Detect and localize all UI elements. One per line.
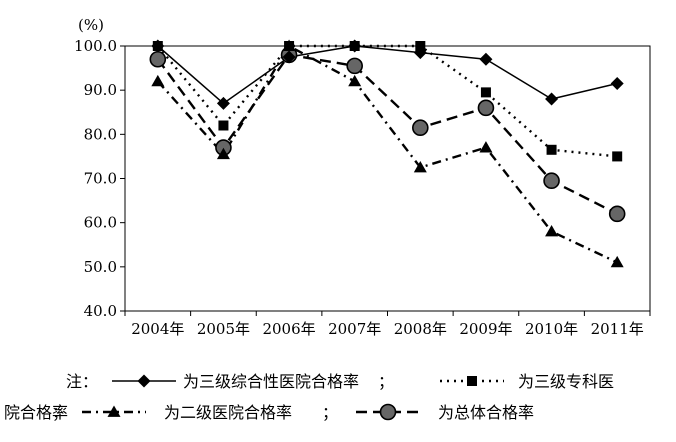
legend-sample-1 — [440, 376, 504, 386]
data-point — [546, 144, 557, 155]
series-markers-0 — [151, 39, 624, 110]
legend-label-1-part2: 院合格率 — [4, 403, 68, 422]
series-markers-3 — [149, 46, 626, 223]
x-tick-label: 2009年 — [459, 320, 512, 338]
data-point — [543, 172, 560, 190]
legend-sample-2 — [82, 405, 146, 417]
data-point — [477, 99, 495, 117]
data-point — [415, 41, 426, 51]
x-tick-label: 2005年 — [197, 320, 250, 338]
data-point — [348, 39, 362, 53]
x-axis: 2004年 2005年 2006年 2007年 2008年 2009年 2010年 2011年 — [124, 311, 651, 338]
data-point — [545, 92, 559, 106]
x-tick-label: 2011年 — [591, 320, 644, 338]
legend-separator: ； — [52, 403, 68, 422]
y-tick-label: 90.0 — [84, 81, 117, 99]
x-tick-label: 2007年 — [328, 320, 381, 338]
data-point — [479, 141, 493, 153]
data-point — [412, 119, 429, 137]
legend-marker — [379, 403, 397, 421]
series-line-1 — [156, 44, 618, 158]
data-point — [216, 147, 230, 160]
data-point — [216, 96, 230, 110]
x-tick-label: 2004年 — [131, 320, 184, 338]
legend-label-3: 为总体合格率 — [438, 403, 534, 422]
legend-marker — [467, 376, 477, 386]
data-point — [346, 57, 363, 75]
series-line-0 — [157, 45, 618, 105]
series-layer — [149, 39, 626, 268]
series-line-3 — [156, 53, 618, 215]
data-point — [282, 50, 296, 64]
data-point — [151, 74, 165, 87]
legend-separator: ； — [322, 403, 338, 422]
legend-label-1-part1: 为三级专科医 — [518, 372, 614, 391]
legend-separator: ； — [378, 372, 394, 391]
y-tick-label: 70.0 — [84, 170, 117, 188]
legend-sample-0 — [112, 374, 176, 388]
y-axis: 40.0 50.0 60.0 70.0 80.0 90.0 100.0 — [74, 37, 125, 320]
legend-marker — [137, 374, 151, 388]
data-point — [151, 39, 165, 53]
data-point — [610, 255, 624, 268]
data-point — [608, 205, 626, 223]
legend-marker — [107, 405, 121, 417]
data-point — [218, 120, 229, 131]
data-point — [612, 151, 623, 162]
data-point — [610, 77, 624, 91]
y-tick-label: 80.0 — [84, 125, 117, 143]
y-tick-label: 60.0 — [84, 214, 117, 232]
data-point — [284, 41, 295, 51]
y-tick-label: 40.0 — [84, 302, 117, 320]
legend-prefix: 注： — [66, 372, 98, 391]
y-tick-label: 100.0 — [74, 37, 117, 55]
legend-sample-3 — [356, 403, 420, 421]
data-point — [413, 160, 427, 173]
data-point — [149, 50, 167, 68]
x-tick-label: 2010年 — [525, 320, 578, 338]
series-line-2 — [156, 44, 618, 264]
legend-label-2: 为二级医院合格率 — [164, 403, 292, 422]
legend-label-0: 为三级综合性医院合格率 — [183, 372, 359, 391]
x-tick-label: 2006年 — [262, 320, 315, 338]
y-axis-unit: (%) — [78, 16, 104, 34]
y-tick-label: 50.0 — [84, 258, 117, 276]
x-tick-label: 2008年 — [394, 320, 447, 338]
data-point — [545, 225, 559, 237]
data-point — [479, 52, 493, 66]
data-point — [480, 87, 491, 98]
data-point — [413, 46, 427, 60]
data-point — [348, 74, 362, 87]
